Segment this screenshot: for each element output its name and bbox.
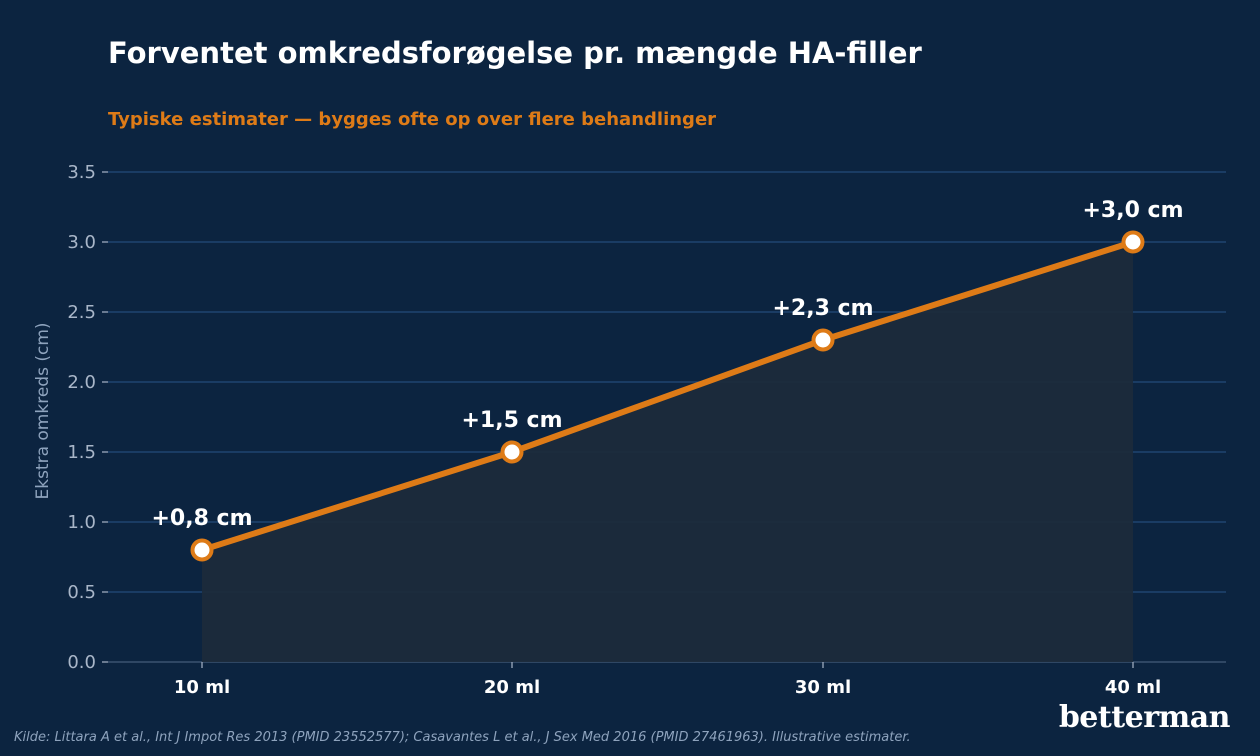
data-point: [500, 440, 524, 464]
x-tick-label: 10 ml: [174, 677, 230, 698]
y-tick-label: 1.5: [67, 442, 96, 463]
data-label: +0,8 cm: [151, 506, 252, 531]
brand-logo: betterman: [1058, 700, 1231, 735]
data-point: [811, 328, 835, 352]
y-tick-label: 0.5: [67, 582, 96, 603]
data-label: +1,5 cm: [461, 408, 562, 433]
y-tick-label: 2.0: [67, 372, 96, 393]
x-tick-label: 40 ml: [1105, 677, 1161, 698]
series-line: [199, 239, 1136, 553]
y-tick-label: 3.0: [67, 232, 96, 253]
data-label: +3,0 cm: [1082, 198, 1183, 223]
y-tick-label: 3.5: [67, 162, 96, 183]
source-note: Kilde: Littara A et al., Int J Impot Res…: [14, 730, 911, 745]
x-tick-label: 20 ml: [484, 677, 540, 698]
y-tick-label: 2.5: [67, 302, 96, 323]
data-point: [190, 538, 214, 562]
x-tick-label: 30 ml: [795, 677, 851, 698]
chart-subtitle: Typiske estimater — bygges ofte op over …: [108, 109, 717, 130]
chart-title: Forventet omkredsforøgelse pr. mængde HA…: [108, 36, 922, 70]
y-tick-label: 1.0: [67, 512, 96, 533]
y-tick-label: 0.0: [67, 652, 96, 673]
y-axis-label: Ekstra omkreds (cm): [33, 322, 53, 499]
data-label: +2,3 cm: [772, 296, 873, 321]
area-fill: [202, 242, 1133, 662]
data-point: [1121, 230, 1145, 254]
